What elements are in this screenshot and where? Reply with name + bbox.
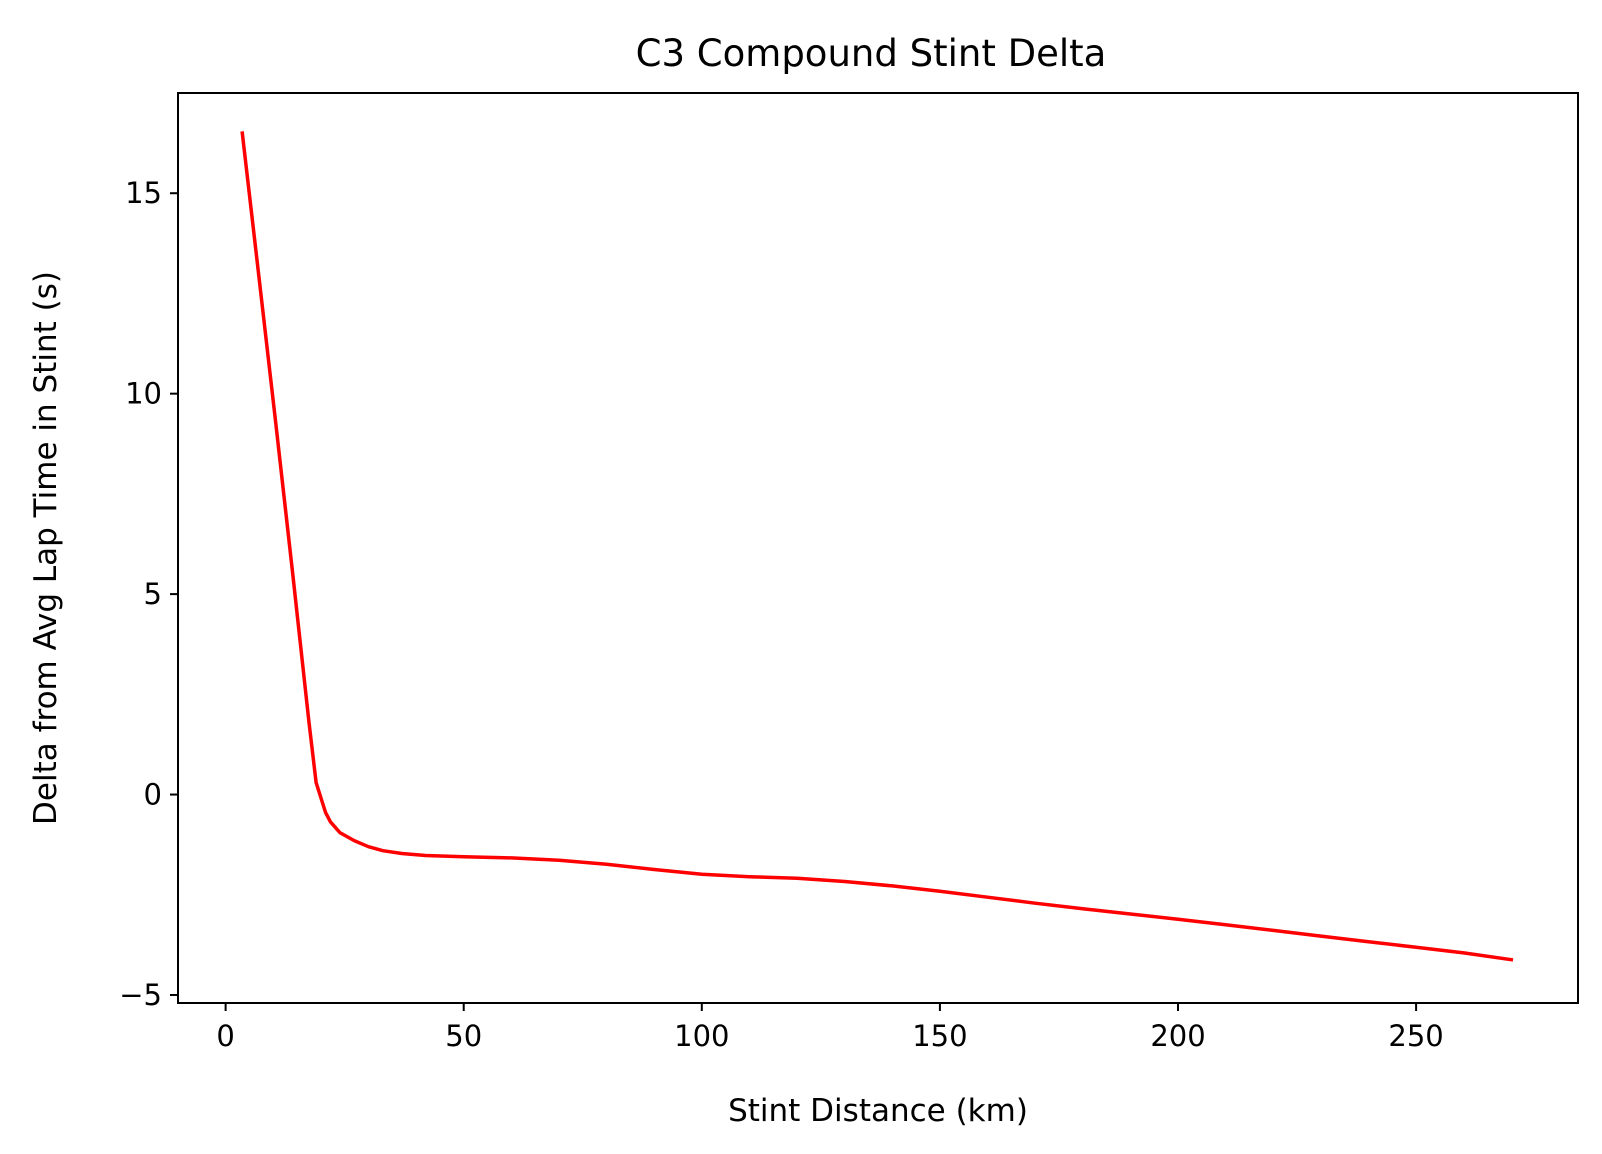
x-tick-label: 0: [216, 1019, 234, 1053]
chart-title: C3 Compound Stint Delta: [636, 32, 1107, 75]
x-tick-label: 150: [912, 1019, 967, 1053]
plot-area-frame: [177, 92, 1579, 1004]
y-tick-label: 0: [144, 778, 162, 812]
y-tick-label: −5: [119, 978, 162, 1012]
y-tick-label: 15: [125, 176, 162, 210]
y-axis-ticks: −5 0 5 10 15: [119, 176, 178, 1012]
y-tick-label: 5: [144, 577, 162, 611]
x-tick-label: 200: [1150, 1019, 1205, 1053]
y-tick-label: 10: [125, 377, 162, 411]
x-tick-label: 50: [445, 1019, 482, 1053]
x-axis-ticks: 0 50 100 150 200 250: [216, 1003, 1444, 1053]
x-tick-label: 250: [1388, 1019, 1443, 1053]
x-axis-label: Stint Distance (km): [728, 1093, 1028, 1129]
series-line: [240, 131, 1514, 962]
series-layer: [240, 131, 1514, 962]
x-tick-label: 100: [674, 1019, 729, 1053]
y-axis-label: Delta from Avg Lap Time in Stint (s): [28, 271, 64, 825]
